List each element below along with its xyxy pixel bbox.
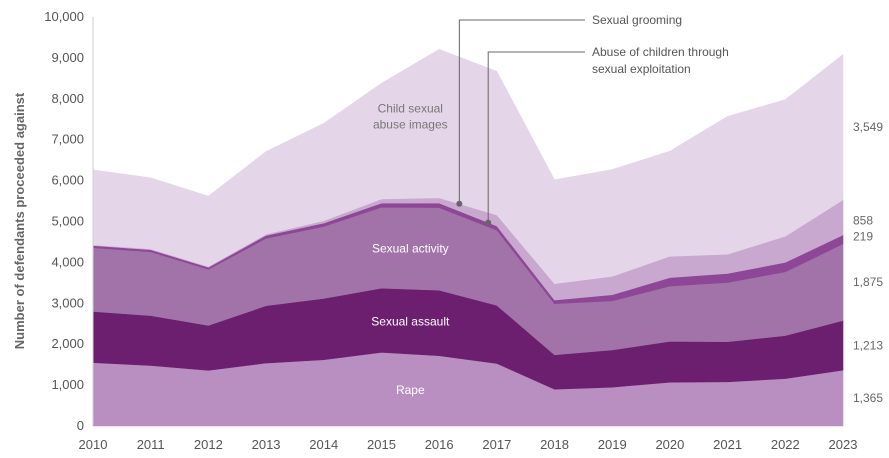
x-tick-label: 2019: [598, 437, 627, 452]
y-tick-label: 7,000: [51, 132, 84, 147]
annotation-dot-abuse-of-children-through-sexual-exploitation: [485, 219, 492, 226]
annotation-leader-sexual-grooming: [458, 19, 585, 202]
y-tick-label: 3,000: [51, 295, 84, 310]
x-tick-label: 2010: [79, 437, 108, 452]
y-tick-label: 6,000: [51, 173, 84, 188]
end-label-child-sexual-abuse-images: 3,549: [853, 120, 883, 134]
annotation-sexual-grooming: Sexual grooming: [592, 13, 682, 27]
annotation-dot-sexual-grooming: [456, 200, 463, 207]
area-label-child-sexual-abuse-images: Child sexual: [378, 101, 443, 115]
x-tick-label: 2014: [309, 437, 338, 452]
area-label-sexual-assault: Sexual assault: [371, 315, 450, 329]
area-label-child-sexual-abuse-images: abuse images: [373, 117, 448, 131]
area-labels: Child sexual abuse images Sexual activity S…: [371, 101, 450, 397]
y-tick-label: 10,000: [44, 9, 84, 24]
end-label-abuse-of-children-through-sexual-exploitation: 219: [853, 229, 873, 243]
x-tick-label: 2011: [137, 437, 165, 452]
annotations: Sexual grooming Abuse of children through…: [456, 13, 729, 226]
y-tick-label: 4,000: [51, 254, 84, 269]
x-tick-label: 2017: [482, 437, 511, 452]
annotation-abuse-of-children-through-sexual-exploitation: sexual exploitation: [592, 62, 691, 76]
x-tick-label: 2021: [713, 437, 742, 452]
x-tick-label: 2013: [252, 437, 281, 452]
x-tick-label: 2020: [655, 437, 684, 452]
annotation-abuse-of-children-through-sexual-exploitation: Abuse of children through: [592, 45, 729, 59]
end-value-labels: 3,549 858 219 1,875 1,213 1,365: [853, 120, 883, 405]
end-label-sexual-activity: 1,875: [853, 275, 883, 289]
x-tick-label: 2018: [540, 437, 569, 452]
y-axis-title: Number of defendants proceeded against: [12, 92, 27, 349]
area-label-sexual-activity: Sexual activity: [372, 241, 449, 255]
end-label-sexual-grooming: 858: [853, 213, 873, 227]
end-label-sexual-assault: 1,213: [853, 338, 883, 352]
end-label-rape: 1,365: [853, 391, 883, 405]
y-tick-label: 0: [77, 418, 84, 433]
x-tick-label: 2012: [194, 437, 223, 452]
annotation-leader-abuse-of-children-through-sexual-exploitation: [487, 51, 585, 221]
x-tick-label: 2022: [771, 437, 800, 452]
y-tick-labels: 0 1,000 2,000 3,000 4,000 5,000 6,000 7,000 8,00…: [44, 9, 84, 433]
area-label-rape: Rape: [396, 383, 425, 397]
x-tick-labels: 2010 2011 2012 2013 2014 2015 2016 2017 2018 2019…: [79, 437, 858, 452]
y-tick-label: 8,000: [51, 91, 84, 106]
area-layers: [92, 48, 844, 427]
y-tick-label: 5,000: [51, 214, 84, 229]
x-tick-label: 2016: [425, 437, 454, 452]
y-tick-label: 9,000: [51, 50, 84, 65]
x-tick-label: 2015: [367, 437, 396, 452]
x-tick-label: 2023: [829, 437, 858, 452]
area-child-sexual-abuse-images: [92, 48, 844, 284]
y-tick-label: 2,000: [51, 336, 84, 351]
y-tick-label: 1,000: [51, 377, 84, 392]
